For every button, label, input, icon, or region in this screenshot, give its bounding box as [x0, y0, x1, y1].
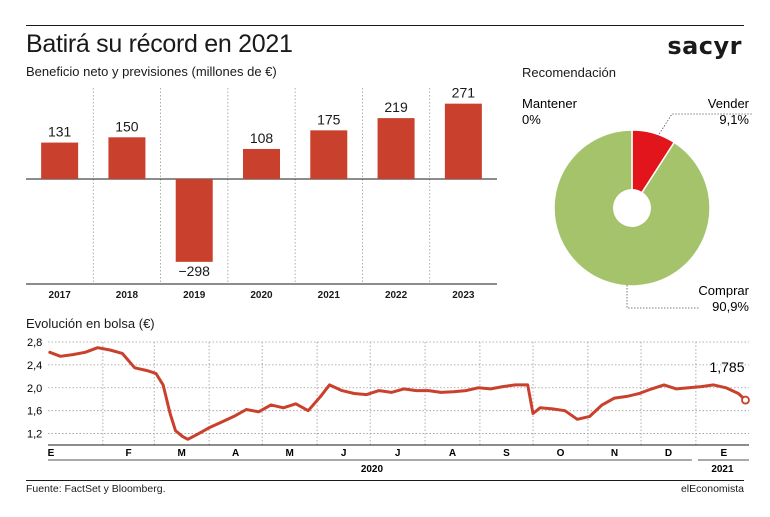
footer-rule — [26, 480, 744, 481]
mantener-value: 0% — [522, 112, 541, 127]
vender-leader-line — [655, 113, 752, 140]
x-tick-label: M — [285, 448, 293, 459]
y-tick-label: 2,0 — [27, 383, 42, 395]
bar-value-label: 131 — [48, 124, 72, 140]
x-tick-label: S — [503, 448, 510, 459]
bar-2018 — [108, 137, 146, 179]
last-value-marker — [741, 395, 750, 405]
line-chart: 2,8 2,4 2,0 1,6 1,2 E F M A M J J A S O N D E 2020 2021 1,78… — [27, 337, 750, 475]
bar-category-label: 2022 — [385, 290, 408, 301]
price-series-line — [48, 346, 747, 441]
line-chart-title: Evolución en bolsa (€) — [26, 316, 155, 331]
bar-category-label: 2019 — [183, 290, 206, 301]
vender-label: Vender — [708, 96, 750, 111]
bar-value-label: 219 — [384, 99, 408, 115]
x-tick-label: M — [177, 448, 185, 459]
mantener-label: Mantener — [522, 96, 578, 111]
x-tick-label: D — [665, 448, 672, 459]
vender-value: 9,1% — [719, 112, 749, 127]
bar-2017 — [41, 142, 79, 179]
bar-chart: 131 2017 150 2018 −298 2019 108 2020 175 2021 219 2… — [26, 85, 497, 301]
bar-category-label: 2023 — [452, 290, 475, 301]
source-note: Fuente: FactSet y Bloomberg. — [26, 483, 166, 495]
donut-hole — [613, 189, 651, 227]
bar-2023 — [444, 103, 482, 179]
y-tick-label: 1,6 — [27, 406, 42, 418]
y-tick-label: 1,2 — [27, 429, 42, 441]
x-tick-label: A — [449, 448, 456, 459]
page-title: Batirá su récord en 2021 — [26, 30, 293, 58]
bar-value-label: 108 — [250, 130, 274, 146]
x-tick-label: A — [232, 448, 239, 459]
x-tick-label: E — [721, 448, 728, 459]
bar-value-label: 271 — [452, 85, 476, 101]
year-label-2021: 2021 — [711, 464, 734, 475]
comprar-leader-line — [626, 285, 700, 309]
y-tick-label: 2,4 — [27, 360, 42, 372]
brand-logo: sacyr — [667, 32, 742, 60]
bar-2021 — [310, 130, 348, 179]
bar-category-label: 2021 — [318, 290, 341, 301]
bar-category-label: 2018 — [116, 290, 139, 301]
last-value-label: 1,785 — [709, 359, 744, 375]
year-label-2020: 2020 — [361, 464, 384, 475]
comprar-value: 90,9% — [712, 299, 749, 314]
top-rule — [26, 25, 744, 26]
bar-category-label: 2020 — [250, 290, 273, 301]
pie-chart-title: Recomendación — [522, 65, 616, 80]
x-tick-label: N — [611, 448, 618, 459]
bar-value-label: −298 — [178, 263, 210, 279]
x-tick-label: J — [341, 448, 347, 459]
bar-2020 — [243, 148, 280, 179]
bar-value-label: 175 — [317, 111, 341, 127]
x-tick-label: E — [48, 448, 55, 459]
bar-chart-title: Beneficio neto y previsiones (millones d… — [26, 64, 277, 79]
bar-2022 — [377, 118, 415, 179]
y-tick-label: 2,8 — [27, 337, 42, 349]
x-tick-label: J — [395, 448, 401, 459]
bar-2019 — [175, 179, 213, 262]
bar-category-label: 2017 — [49, 290, 72, 301]
bar-value-label: 150 — [115, 118, 139, 134]
comprar-label: Comprar — [698, 283, 749, 298]
publisher-credit: elEconomista — [680, 483, 744, 495]
x-tick-label: F — [125, 448, 131, 459]
x-tick-label: O — [557, 448, 565, 459]
